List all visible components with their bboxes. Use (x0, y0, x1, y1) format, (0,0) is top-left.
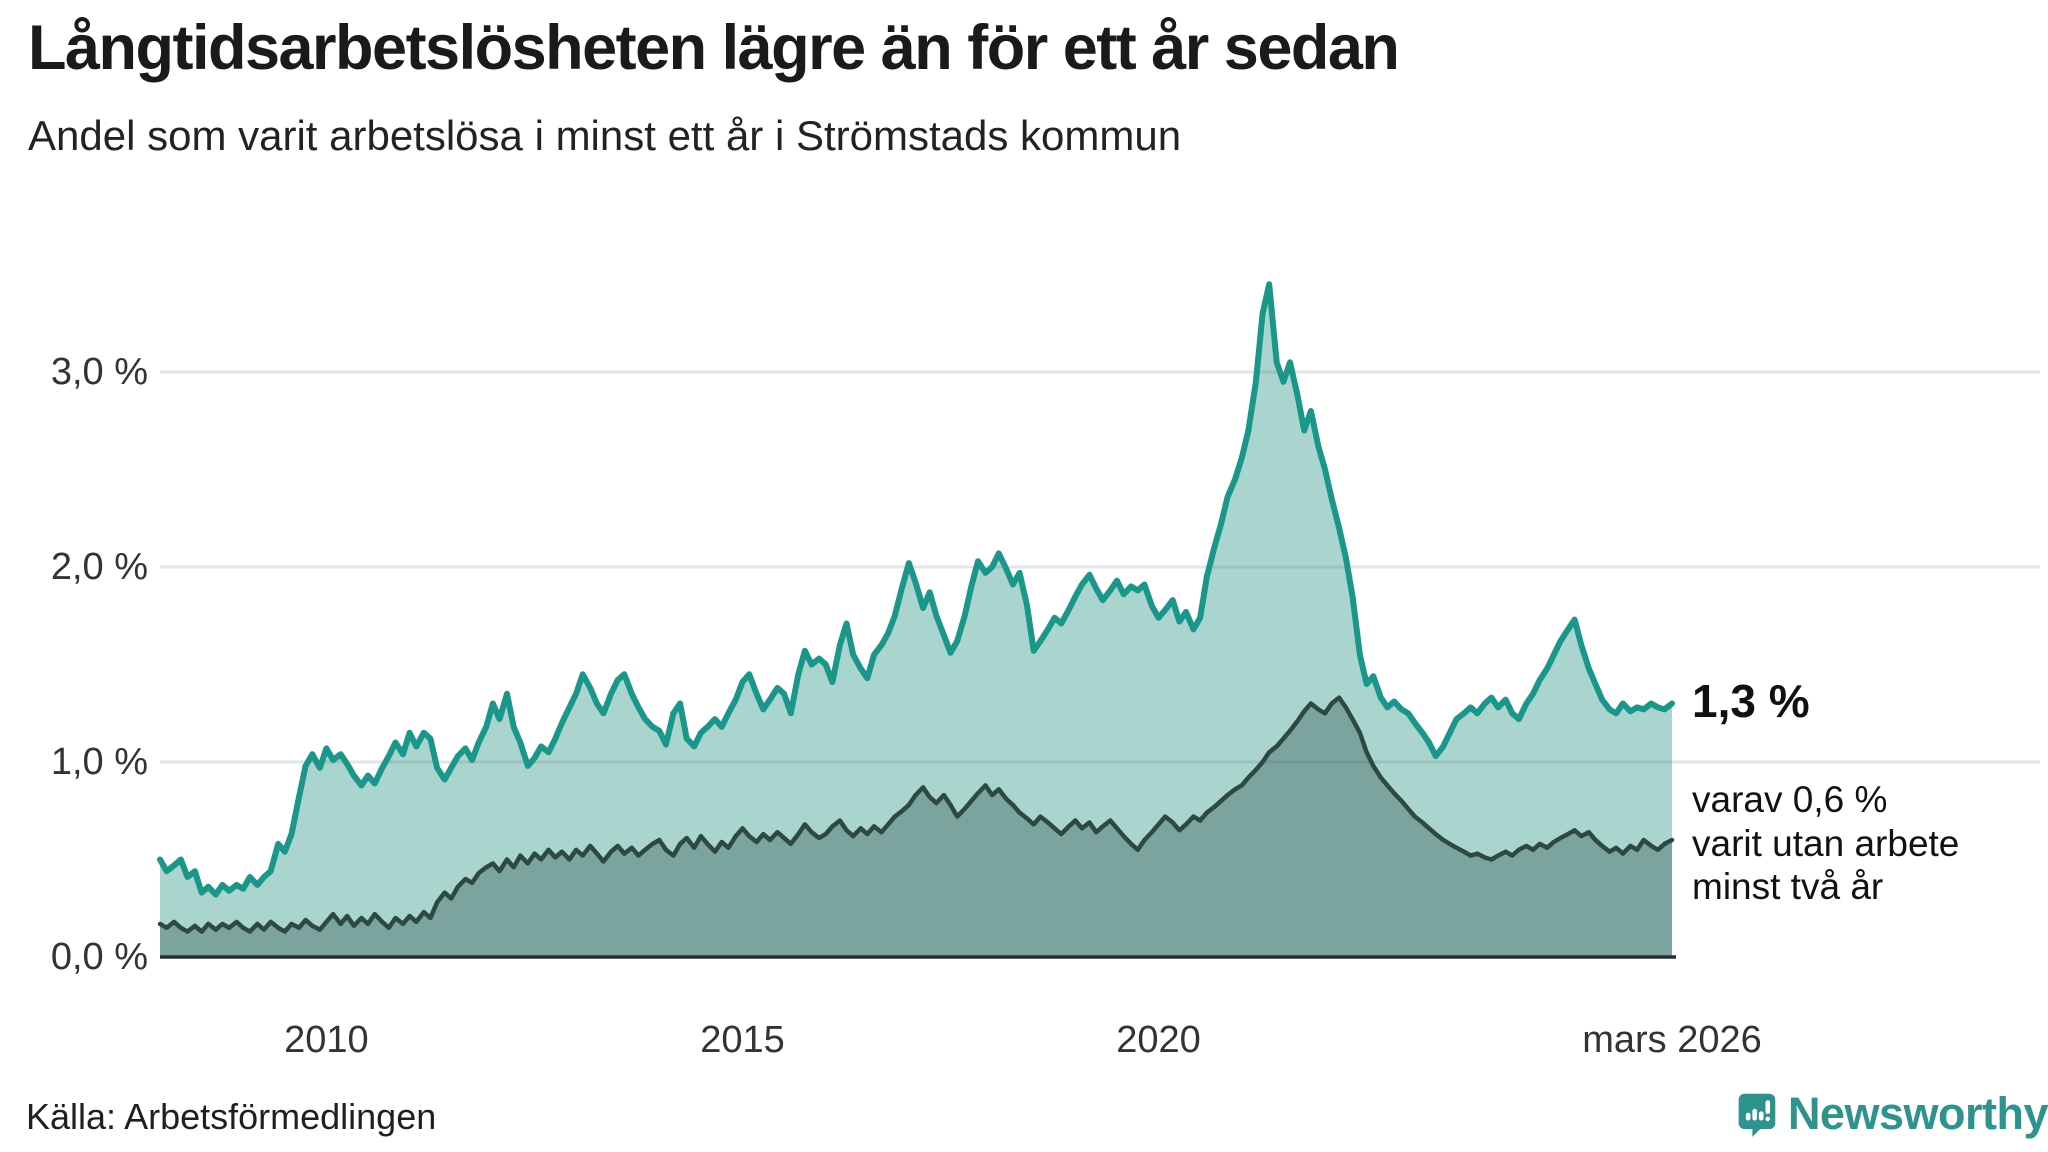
series-line-one-year (157, 281, 1675, 898)
x-tick-label: 2020 (1116, 1019, 1201, 1061)
y-tick-label: 0,0 % (50, 936, 148, 978)
x-tick-label: mars 2026 (1582, 1019, 1762, 1061)
secondary-value-label: varav 0,6 % varit utan arbete minst två … (1692, 778, 1959, 909)
x-tick-label: 2010 (284, 1019, 369, 1061)
page-subtitle: Andel som varit arbetslösa i minst ett å… (28, 112, 1182, 159)
series-lines (157, 281, 1675, 934)
secondary-value-line: varav 0,6 % (1692, 779, 1888, 820)
secondary-value-line: minst två år (1692, 866, 1884, 908)
newsworthy-logo[interactable]: Newsworthy (1738, 1082, 2048, 1146)
newsworthy-bubble-icon (1738, 1093, 1776, 1137)
area-fills (160, 284, 1672, 957)
source-credit: Källa: Arbetsförmedlingen (26, 1096, 437, 1137)
y-tick-label: 2,0 % (50, 546, 148, 588)
page-title: Långtidsarbetslösheten lägre än för ett … (28, 13, 1400, 83)
newsworthy-wordmark: Newsworthy (1787, 1088, 2048, 1139)
latest-value-label: 1,3 % (1692, 675, 1810, 727)
y-tick-label: 3,0 % (50, 351, 148, 393)
series-area-two-years (160, 697, 1672, 957)
secondary-value-line: varit utan arbete (1692, 822, 1960, 864)
y-tick-label: 1,0 % (50, 741, 148, 783)
x-tick-label: 2015 (700, 1019, 785, 1061)
series-line-two-years (157, 695, 1675, 934)
